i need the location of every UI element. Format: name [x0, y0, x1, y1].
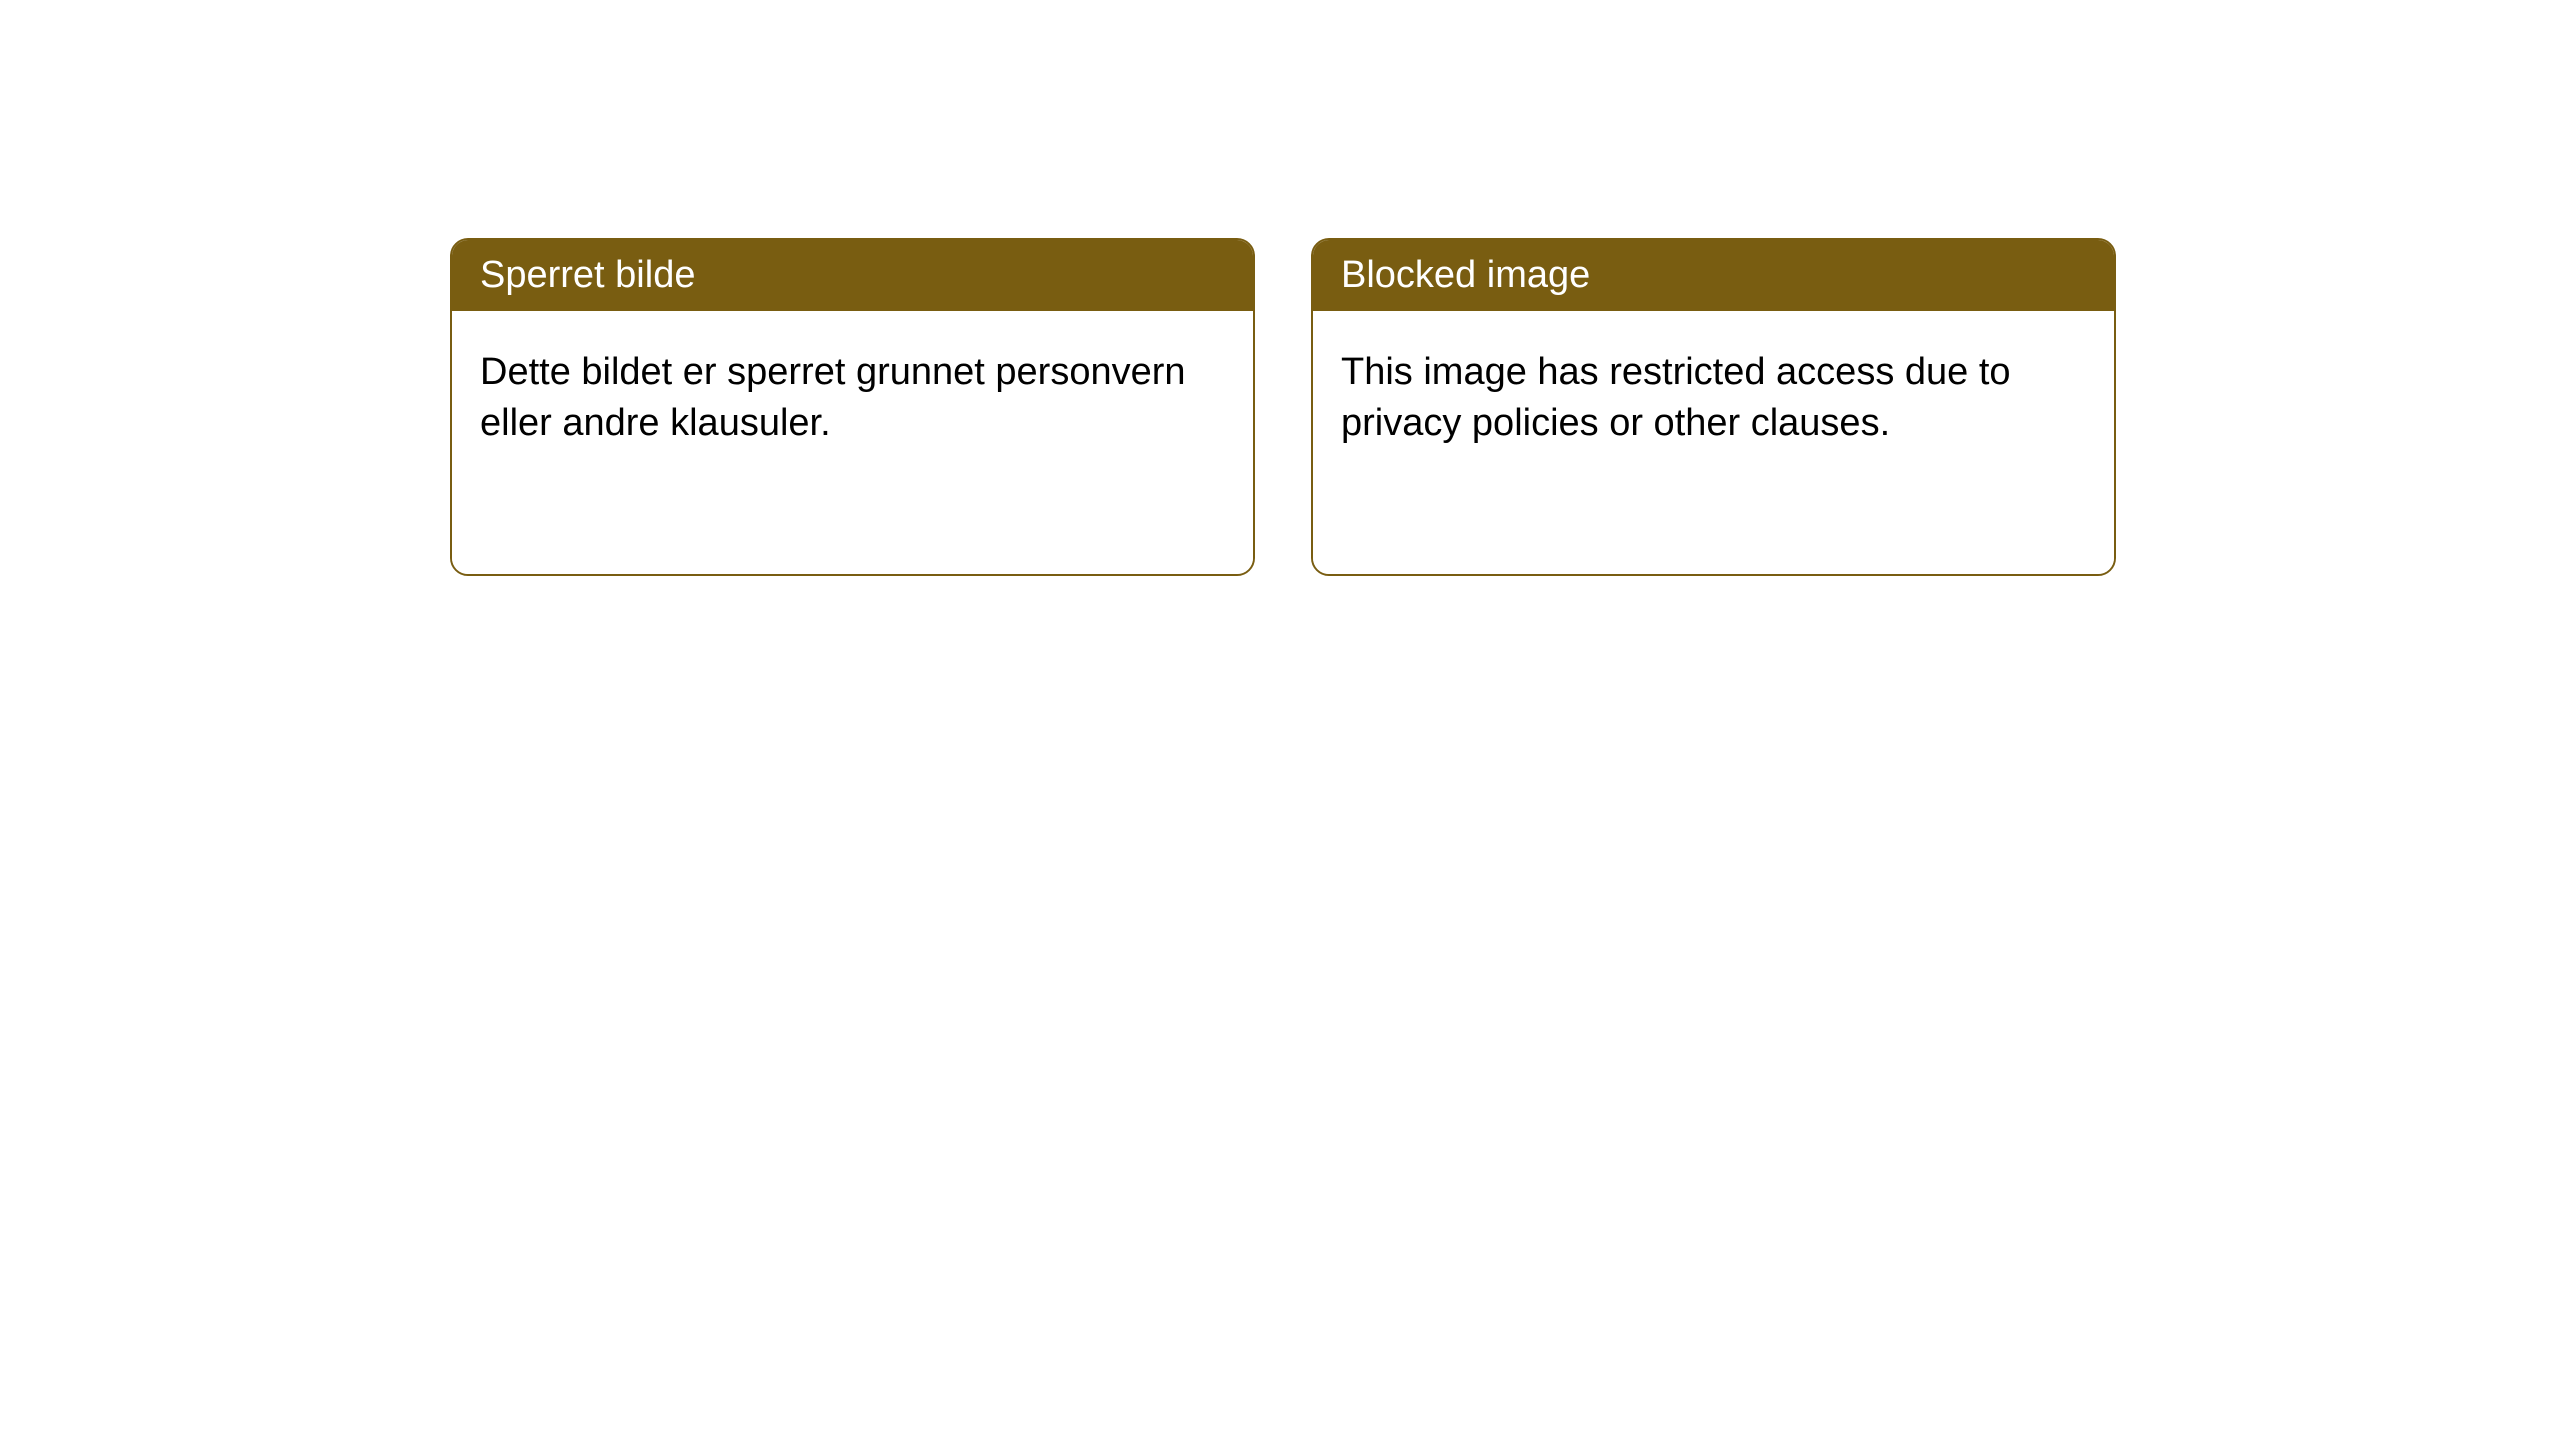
card-body-no: Dette bildet er sperret grunnet personve…: [452, 311, 1253, 574]
blocked-image-card-no: Sperret bilde Dette bildet er sperret gr…: [450, 238, 1255, 576]
blocked-image-card-en: Blocked image This image has restricted …: [1311, 238, 2116, 576]
card-header-no: Sperret bilde: [452, 240, 1253, 311]
blocked-image-cards: Sperret bilde Dette bildet er sperret gr…: [450, 238, 2116, 576]
card-body-en: This image has restricted access due to …: [1313, 311, 2114, 574]
card-header-en: Blocked image: [1313, 240, 2114, 311]
